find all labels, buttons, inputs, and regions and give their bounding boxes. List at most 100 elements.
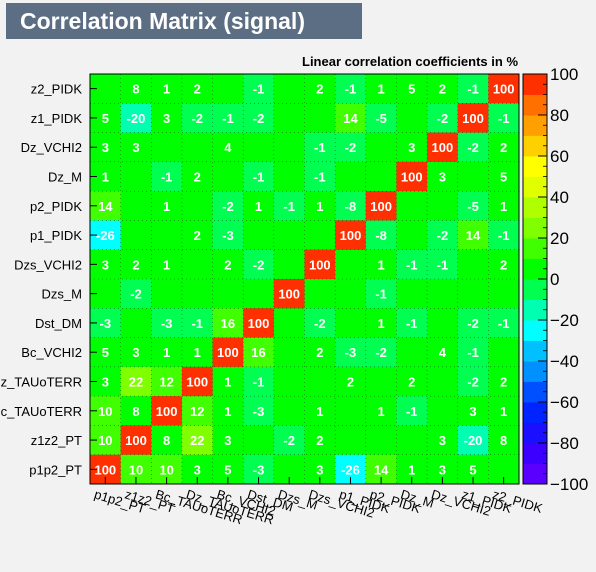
heatmap-cell (273, 161, 305, 192)
cell-value-label: 2 (347, 375, 354, 390)
cell-value-label: 8 (163, 433, 170, 448)
cell-value-label: 5 (102, 345, 109, 360)
cell-value-label: 100 (125, 433, 147, 448)
heatmap-cell (427, 308, 459, 339)
cell-value-label: 10 (159, 462, 173, 477)
colorbar-tick-label: 40 (550, 188, 569, 207)
heatmap-cell (457, 220, 489, 251)
colorbar-segment (523, 156, 547, 177)
heatmap-cell (304, 249, 336, 280)
heatmap-cell (335, 425, 367, 456)
cell-value-label: 5 (224, 462, 231, 477)
y-tick-label: Dst_DM (35, 316, 82, 331)
colorbar-segment (523, 340, 547, 362)
cell-value-label: 8 (132, 404, 139, 419)
cell-value-label: 3 (439, 462, 446, 477)
heatmap-cell (304, 425, 336, 456)
cell-value-label: 1 (255, 199, 262, 214)
cell-value-label: -2 (375, 345, 387, 360)
cell-value-label: 100 (248, 316, 270, 331)
heatmap-cell (151, 308, 183, 339)
cell-value-label: -1 (498, 316, 510, 331)
cell-value-label: 1 (163, 199, 170, 214)
heatmap-cell (396, 103, 428, 134)
heatmap-cell (273, 366, 305, 397)
cell-value-label: 2 (194, 170, 201, 185)
heatmap-cell (181, 425, 214, 456)
cell-value-label: 1 (163, 257, 170, 272)
heatmap-cell (243, 103, 275, 134)
colorbar-segment (523, 320, 547, 341)
cell-value-label: 5 (102, 111, 109, 126)
cell-value-label: -1 (222, 111, 234, 126)
heatmap-cell (488, 396, 520, 426)
heatmap-cell (488, 103, 520, 134)
heatmap-cell (457, 396, 489, 426)
colorbar-segment (523, 74, 547, 95)
cell-value-label: 100 (94, 462, 116, 477)
cell-value-label: 3 (224, 433, 231, 448)
y-tick-label: p1_PIDK (30, 228, 82, 243)
cell-value-label: 100 (370, 199, 392, 214)
heatmap-cell (488, 132, 520, 163)
heatmap-cell (243, 366, 275, 397)
heatmap-cell (304, 366, 336, 397)
cell-value-label: -5 (467, 199, 479, 214)
heatmap-cell (120, 396, 152, 426)
cell-value-label: 100 (432, 140, 454, 155)
colorbar-segment (523, 279, 547, 300)
cell-value-label: 4 (224, 140, 232, 155)
heatmap-cell (365, 396, 397, 426)
cell-value-label: -2 (130, 287, 142, 302)
cell-value-label: 1 (500, 404, 507, 419)
heatmap-cell (457, 249, 489, 280)
cell-value-label: 100 (340, 228, 362, 243)
cell-value-label: 3 (439, 433, 446, 448)
cell-value-label: -3 (161, 316, 173, 331)
heatmap-cell (335, 249, 367, 280)
cell-value-label: -2 (222, 199, 234, 214)
colorbar-segment (523, 217, 547, 239)
heatmap-cell (396, 396, 428, 426)
heatmap-cell (457, 74, 489, 104)
heatmap-cell (120, 308, 152, 339)
heatmap-cell (365, 132, 397, 163)
heatmap-cell (243, 191, 275, 221)
heatmap-cell (427, 396, 459, 426)
heatmap-cell (427, 161, 459, 192)
heatmap-cell (120, 161, 152, 192)
heatmap-cell (304, 279, 336, 309)
y-tick-label: Dz_M (48, 170, 82, 185)
cell-value-label: 2 (132, 257, 139, 272)
cell-value-label: -1 (467, 345, 479, 360)
heatmap-cell (365, 191, 397, 221)
heatmap-cell (120, 103, 152, 134)
cell-value-label: 14 (374, 462, 389, 477)
heatmap-cell (273, 220, 305, 251)
heatmap-cell (273, 425, 305, 456)
cell-value-label: -2 (467, 140, 479, 155)
cell-value-label: 3 (439, 170, 446, 185)
cell-value-label: -1 (375, 287, 387, 302)
heatmap-cell (120, 220, 152, 251)
heatmap-cell (396, 191, 428, 221)
heatmap-cell (151, 425, 183, 456)
cell-value-label: 2 (316, 345, 323, 360)
heatmap-cell (457, 161, 489, 192)
colorbar-tick-label: 60 (550, 147, 569, 166)
cell-value-label: -2 (467, 375, 479, 390)
chart-title: Correlation Matrix (signal) (6, 3, 362, 39)
heatmap-cell (181, 132, 214, 163)
cell-value-label: -2 (253, 111, 265, 126)
colorbar-segment (523, 197, 547, 218)
heatmap-cell (151, 103, 183, 134)
colorbar-segment (523, 402, 547, 423)
heatmap-cell (243, 425, 275, 456)
heatmap-cell (365, 103, 397, 134)
heatmap-cell (365, 366, 397, 397)
heatmap-cell (212, 191, 244, 221)
cell-value-label: 16 (251, 345, 265, 360)
cell-value-label: -1 (498, 228, 510, 243)
cell-value-label: -3 (253, 404, 265, 419)
cell-value-label: 10 (98, 433, 112, 448)
